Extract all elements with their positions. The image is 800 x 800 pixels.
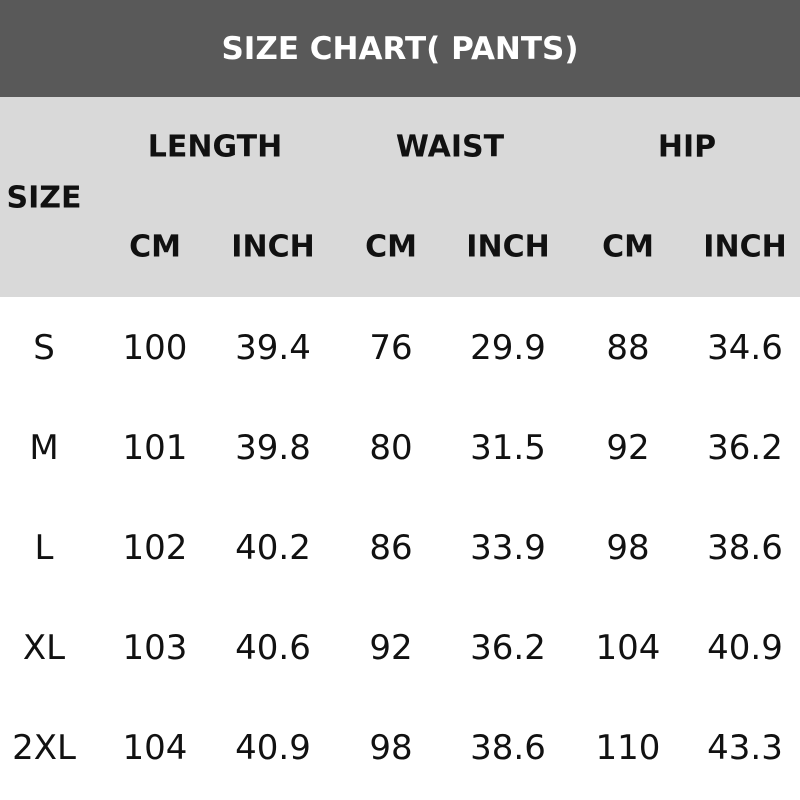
- table-cell: 40.9: [235, 728, 311, 768]
- table-cell: 36.2: [470, 628, 546, 668]
- size-label: M: [29, 428, 59, 468]
- table-cell: 33.9: [470, 528, 546, 568]
- unit-header: CM: [129, 229, 181, 265]
- group-header: HIP: [657, 129, 717, 165]
- table-cell: 40.2: [235, 528, 311, 568]
- table-cell: 101: [122, 428, 188, 468]
- table-cell: 76: [369, 328, 413, 368]
- unit-header: INCH: [703, 229, 787, 265]
- unit-header: CM: [365, 229, 417, 265]
- unit-header: INCH: [231, 229, 315, 265]
- size-label: S: [33, 328, 55, 368]
- table-cell: 98: [369, 728, 413, 768]
- size-header: SIZE: [6, 180, 82, 216]
- table-cell: 100: [122, 328, 188, 368]
- chart-title: SIZE CHART( PANTS): [0, 0, 800, 97]
- table-cell: 80: [369, 428, 413, 468]
- size-label: L: [34, 528, 54, 568]
- table-cell: 103: [122, 628, 188, 668]
- table-cell: 36.2: [707, 428, 783, 468]
- group-header: LENGTH: [147, 129, 283, 165]
- group-header: WAIST: [395, 129, 505, 165]
- table-cell: 40.6: [235, 628, 311, 668]
- table-cell: 39.8: [235, 428, 311, 468]
- table-cell: 110: [595, 728, 661, 768]
- unit-header: CM: [602, 229, 654, 265]
- table-cell: 88: [606, 328, 650, 368]
- size-label: XL: [22, 628, 66, 668]
- table-cell: 43.3: [707, 728, 783, 768]
- table-cell: 29.9: [470, 328, 546, 368]
- table-cell: 104: [122, 728, 188, 768]
- table-cell: 86: [369, 528, 413, 568]
- table-cell: 104: [595, 628, 661, 668]
- table-cell: 102: [122, 528, 188, 568]
- table-cell: 39.4: [235, 328, 311, 368]
- unit-header: INCH: [466, 229, 550, 265]
- table-cell: 40.9: [707, 628, 783, 668]
- table-cell: 38.6: [707, 528, 783, 568]
- table-header: [0, 97, 800, 297]
- table-cell: 31.5: [470, 428, 546, 468]
- table-cell: 92: [606, 428, 650, 468]
- table-cell: 38.6: [470, 728, 546, 768]
- table-cell: 34.6: [707, 328, 783, 368]
- table-cell: 92: [369, 628, 413, 668]
- size-label: 2XL: [12, 728, 76, 768]
- table-cell: 98: [606, 528, 650, 568]
